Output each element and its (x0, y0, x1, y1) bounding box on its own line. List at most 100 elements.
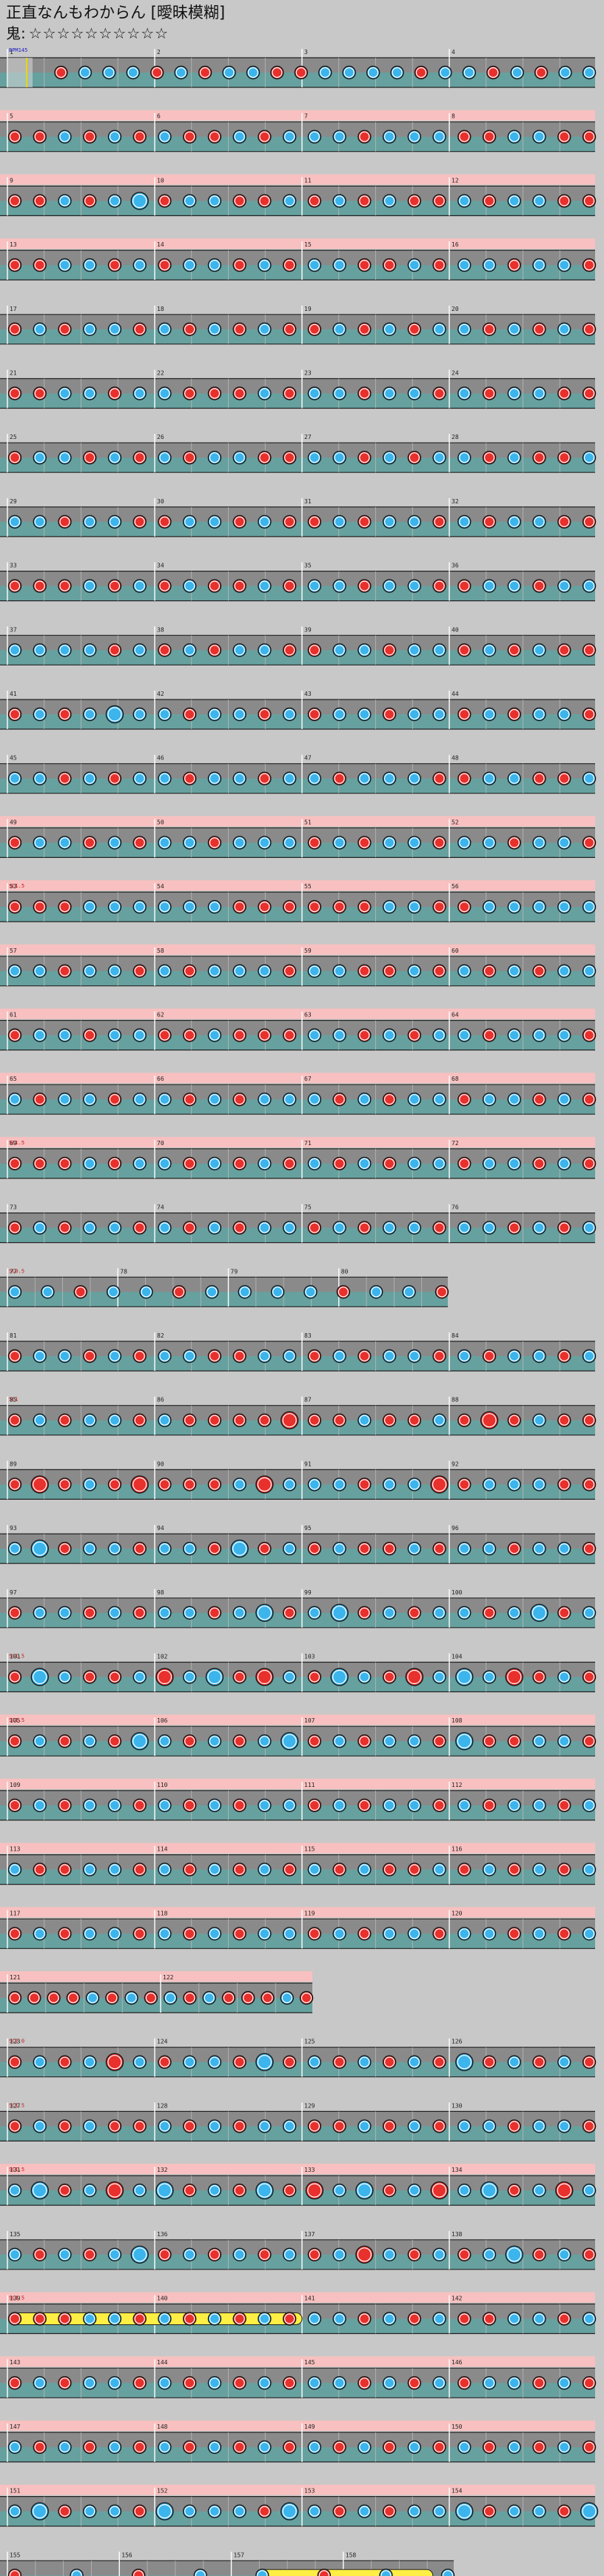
note-rim (559, 260, 570, 271)
note-rim (383, 773, 395, 784)
note-rim (434, 1350, 445, 1362)
measure-number: 28 (452, 434, 459, 440)
note-rim (239, 1287, 250, 1298)
note-rim (199, 67, 211, 78)
note-rim (483, 2506, 495, 2517)
note-rim (434, 1671, 445, 1683)
note-rim (434, 452, 445, 463)
note-rim (434, 708, 445, 720)
note-rim (109, 1543, 121, 1554)
note-rim (409, 2506, 420, 2517)
note-rim (9, 1287, 21, 1298)
note-rim (309, 1799, 320, 1811)
note-rim (84, 1222, 95, 1233)
note-rim (383, 1094, 395, 1105)
note-rim (334, 645, 345, 656)
note-rim (482, 1413, 497, 1428)
note-rim (334, 773, 345, 784)
measure-number: 88 (452, 1397, 459, 1403)
note-rim (457, 2055, 472, 2070)
measure-number: 17 (10, 306, 17, 312)
note-rim (534, 1094, 545, 1105)
note-rim (109, 2441, 121, 2452)
measure-number: 158 (346, 2552, 357, 2558)
note-rim (134, 1799, 145, 1811)
big-ka-note (255, 2181, 274, 2200)
note-rim (359, 2313, 370, 2324)
note-rim (234, 837, 245, 848)
note-rim (159, 773, 170, 784)
note-rim (483, 131, 495, 142)
note-rim (557, 2183, 571, 2198)
note-rim (409, 1479, 420, 1490)
note-rim (175, 67, 187, 78)
note-rim (383, 388, 395, 399)
note-rim (209, 965, 221, 976)
measure-number: 102 (157, 1654, 168, 1660)
note-rim (583, 2378, 595, 2389)
note-rim (409, 2249, 420, 2260)
note-rim (184, 2378, 195, 2389)
note-rim (234, 2121, 245, 2132)
note-rim (434, 2378, 445, 2389)
note-rim (359, 1543, 370, 1554)
note-rim (42, 1287, 53, 1298)
note-rim (309, 1479, 320, 1490)
measure-number: 58 (157, 947, 164, 954)
note-rim (434, 1094, 445, 1105)
big-don-note (255, 1475, 274, 1494)
note-rim (309, 2441, 320, 2452)
note-rim (559, 195, 570, 207)
note-rim (383, 1671, 395, 1683)
note-rim (159, 2249, 170, 2260)
note-rim (134, 2378, 145, 2389)
measure-number: 53 (10, 883, 17, 890)
measure-number: 73 (10, 1204, 17, 1211)
lane-lower-band (0, 521, 595, 537)
note-rim (334, 195, 345, 207)
note-rim (463, 67, 474, 78)
note-rim (409, 708, 420, 720)
note-rim (483, 260, 495, 271)
big-don-note (130, 1475, 149, 1494)
note-rim (195, 2570, 206, 2576)
note-rim (284, 1607, 295, 1618)
measure-number: 56 (452, 883, 459, 890)
note-rim (334, 2441, 345, 2452)
note-rim (284, 1928, 295, 1939)
note-rim (184, 2249, 195, 2260)
note-rim (359, 2441, 370, 2452)
measure-number: 47 (304, 755, 312, 762)
note-rim (109, 131, 121, 142)
measure-number: 136 (157, 2231, 168, 2238)
big-ka-note (105, 705, 124, 724)
note-rim (434, 1736, 445, 1747)
note-rim (509, 1158, 520, 1170)
note-rim (509, 1222, 520, 1233)
note-rim (257, 1669, 272, 1685)
note-rim (383, 965, 395, 976)
note-rim (359, 1030, 370, 1041)
note-rim (34, 452, 45, 463)
measure-number: 89 (10, 1460, 17, 1467)
note-rim (209, 901, 221, 913)
note-rim (583, 2121, 595, 2132)
note-rim (59, 2056, 70, 2067)
note-rim (284, 901, 295, 913)
note-rim (507, 2247, 522, 2262)
lane-lower-band (0, 1356, 595, 1371)
note-rim (84, 2378, 95, 2389)
note-rim (9, 2121, 21, 2132)
note-rim (383, 1350, 395, 1362)
note-rim (459, 452, 470, 463)
note-rim (209, 2185, 221, 2196)
note-rim (284, 1158, 295, 1170)
note-rim (334, 516, 345, 528)
note-rim (334, 837, 345, 848)
note-rim (534, 1928, 545, 1939)
note-rim (159, 645, 170, 656)
big-ka-note (205, 1668, 224, 1686)
measure-number: 25 (10, 434, 17, 440)
note-rim (184, 323, 195, 335)
note-rim (209, 1479, 221, 1490)
